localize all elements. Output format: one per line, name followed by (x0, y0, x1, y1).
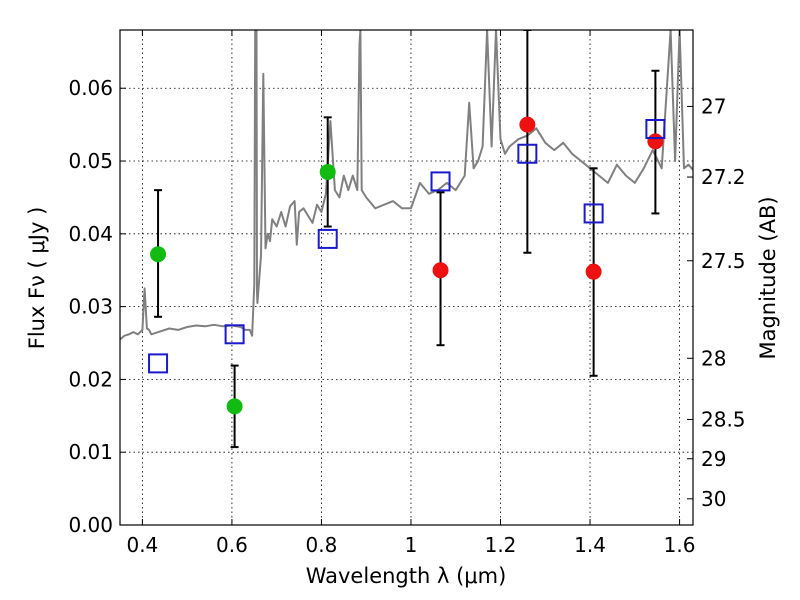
data-point (319, 163, 336, 180)
model-point (645, 119, 666, 139)
data-point (647, 133, 664, 150)
magnitude-tick-label: 27.2 (701, 165, 746, 189)
x-axis-ticks: 0.4 0.6 0.8 1 1.2 1.4 1.6 (126, 30, 695, 557)
x-tick-label: 0.8 (306, 533, 338, 557)
data-point (519, 116, 536, 133)
magnitude-tick-label: 27.5 (701, 249, 746, 273)
data-point (150, 246, 167, 263)
y-tick-label: 0.00 (68, 513, 113, 537)
y-tick-label: 0.04 (68, 222, 113, 246)
y-tick-label: 0.05 (68, 149, 113, 173)
y-tick-label: 0.01 (68, 440, 113, 464)
x-axis-label: Wavelength λ (μm) (306, 564, 507, 588)
magnitude-tick-label: 27 (701, 94, 726, 118)
grid (120, 30, 693, 526)
magnitude-tick-label: 28 (701, 346, 726, 370)
x-tick-label: 1 (405, 533, 418, 557)
model-point (317, 228, 338, 249)
y-tick-label: 0.02 (68, 367, 113, 391)
magnitude-tick-label: 28.5 (701, 407, 746, 431)
x-tick-label: 0.4 (126, 533, 158, 557)
data-point (226, 398, 243, 415)
template-spectrum-line (120, 30, 693, 341)
x-tick-label: 1.6 (664, 533, 696, 557)
model-point (583, 203, 604, 224)
model-point (517, 143, 538, 164)
model-point (148, 353, 169, 374)
magnitude-tick-label: 29 (701, 447, 726, 471)
y-axis-label: Flux Fν ( μJy ) (25, 207, 49, 350)
x-tick-label: 0.6 (216, 533, 248, 557)
model-point (430, 171, 451, 192)
y-tick-label: 0.03 (68, 295, 113, 319)
y-axis-ticks: 0.00 0.01 0.02 0.03 0.04 0.05 0.06 (68, 76, 126, 537)
data-point (585, 263, 602, 280)
plot-frame (119, 29, 694, 526)
plot-area (120, 30, 693, 449)
magnitude-axis-ticks: 27 27.2 27.5 28 28.5 29 30 (687, 94, 746, 511)
magnitude-tick-label: 30 (701, 487, 726, 511)
x-tick-label: 1.4 (574, 533, 606, 557)
magnitude-axis-label: Magnitude (AB) (756, 196, 780, 359)
data-markers (148, 116, 666, 415)
x-tick-label: 1.2 (485, 533, 517, 557)
y-tick-label: 0.06 (68, 76, 113, 100)
data-point (432, 262, 449, 279)
model-point (224, 324, 245, 345)
